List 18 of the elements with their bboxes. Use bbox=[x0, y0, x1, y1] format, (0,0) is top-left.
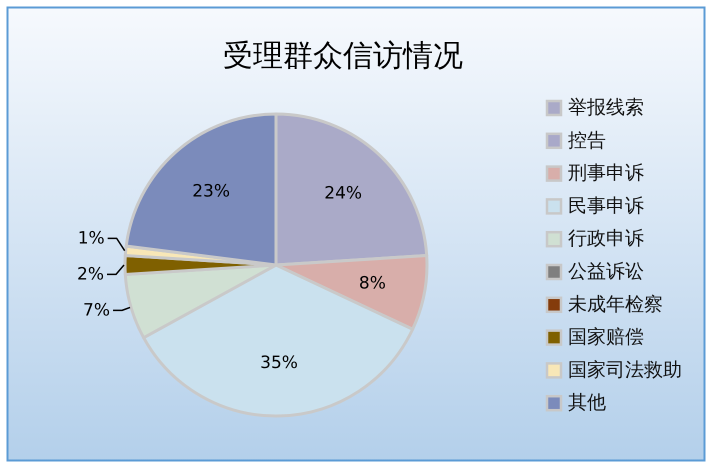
legend-label: 行政申诉 bbox=[568, 228, 644, 250]
legend-label: 民事申诉 bbox=[568, 196, 644, 217]
legend-label: 公益诉讼 bbox=[568, 262, 644, 282]
chart-title: 受理群众信访情况 bbox=[223, 40, 463, 72]
data-label: 8% bbox=[358, 273, 386, 294]
data-label: 1% bbox=[78, 228, 105, 248]
legend-label: 国家赔偿 bbox=[568, 326, 644, 348]
legend-label: 刑事申诉 bbox=[568, 163, 644, 184]
data-label: 2% bbox=[77, 264, 104, 284]
data-label: 7% bbox=[83, 300, 110, 320]
legend-label: 举报线索 bbox=[568, 96, 644, 118]
legend-label: 其他 bbox=[568, 392, 606, 414]
legend-label: 国家司法救助 bbox=[568, 358, 682, 381]
legend-label: 控告 bbox=[568, 130, 606, 152]
data-label: 24% bbox=[324, 183, 362, 204]
legend-label: 未成年检察 bbox=[568, 293, 663, 316]
data-label: 35% bbox=[260, 353, 298, 374]
data-label: 23% bbox=[192, 181, 230, 202]
